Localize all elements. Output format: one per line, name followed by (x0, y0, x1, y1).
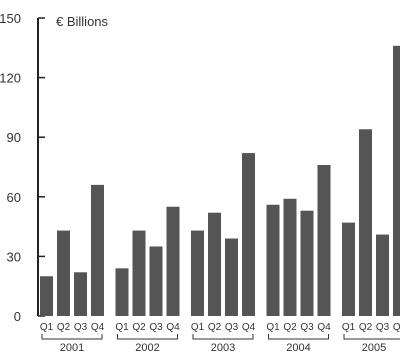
quarter-tick-label: Q4 (91, 322, 105, 333)
bar-2003-q4 (242, 153, 255, 316)
bar-2005-q2 (359, 129, 372, 316)
year-bracket (42, 334, 102, 339)
quarter-tick-label: Q3 (225, 322, 239, 333)
quarter-tick-label: Q2 (359, 322, 373, 333)
quarter-tick-label: Q4 (242, 322, 256, 333)
y-tick-label: 60 (7, 190, 21, 205)
year-bracket (344, 334, 400, 339)
year-label: 2002 (135, 342, 159, 352)
quarter-tick-label: Q3 (74, 322, 88, 333)
bar-2002-q4 (167, 207, 180, 316)
y-tick-label: 90 (7, 130, 21, 145)
quarter-tick-label: Q2 (57, 322, 71, 333)
bar-2001-q3 (74, 272, 87, 316)
bar-2005-q1 (342, 223, 355, 316)
bar-2001-q4 (91, 185, 104, 316)
quarter-tick-label: Q1 (40, 322, 54, 333)
bar-2003-q3 (225, 239, 238, 316)
bar-2002-q2 (133, 231, 146, 316)
quarter-tick-label: Q1 (342, 322, 356, 333)
quarter-tick-label: Q1 (191, 322, 205, 333)
y-tick-label: 120 (0, 71, 21, 86)
quarter-tick-label: Q2 (132, 322, 146, 333)
bar-2005-q4 (393, 46, 400, 316)
quarter-tick-label: Q1 (115, 322, 129, 333)
quarter-tick-label: Q4 (393, 322, 400, 333)
y-axis-title: € Billions (56, 14, 109, 29)
y-tick-label: 150 (0, 11, 21, 26)
year-label: 2001 (60, 342, 84, 352)
year-bracket (193, 334, 253, 339)
bar-2002-q3 (150, 246, 163, 316)
bar-2001-q2 (57, 231, 70, 316)
bar-2001-q1 (40, 276, 53, 316)
bars (40, 46, 400, 316)
quarter-tick-label: Q4 (166, 322, 180, 333)
y-axis: 0 30 60 90 120 150 (0, 11, 45, 324)
bar-2004-q1 (267, 205, 280, 316)
year-label: 2003 (211, 342, 235, 352)
bar-2004-q3 (301, 211, 314, 316)
quarter-tick-label: Q1 (266, 322, 280, 333)
bar-2002-q1 (116, 268, 129, 316)
bar-2004-q4 (318, 165, 331, 316)
y-tick-label: 30 (7, 249, 21, 264)
year-bracket (118, 334, 178, 339)
year-label: 2004 (286, 342, 310, 352)
year-label: 2005 (362, 342, 386, 352)
bar-2003-q2 (208, 213, 221, 316)
quarter-tick-label: Q3 (376, 322, 390, 333)
quarter-tick-label: Q2 (208, 322, 222, 333)
quarter-tick-label: Q2 (283, 322, 297, 333)
quarter-tick-label: Q4 (317, 322, 331, 333)
quarter-tick-label: Q3 (149, 322, 163, 333)
year-bracket (269, 334, 329, 339)
quarter-tick-label: Q3 (300, 322, 314, 333)
y-tick-label: 0 (14, 309, 21, 324)
bar-2004-q2 (284, 199, 297, 316)
bar-2005-q3 (376, 235, 389, 316)
bar-2003-q1 (191, 231, 204, 316)
